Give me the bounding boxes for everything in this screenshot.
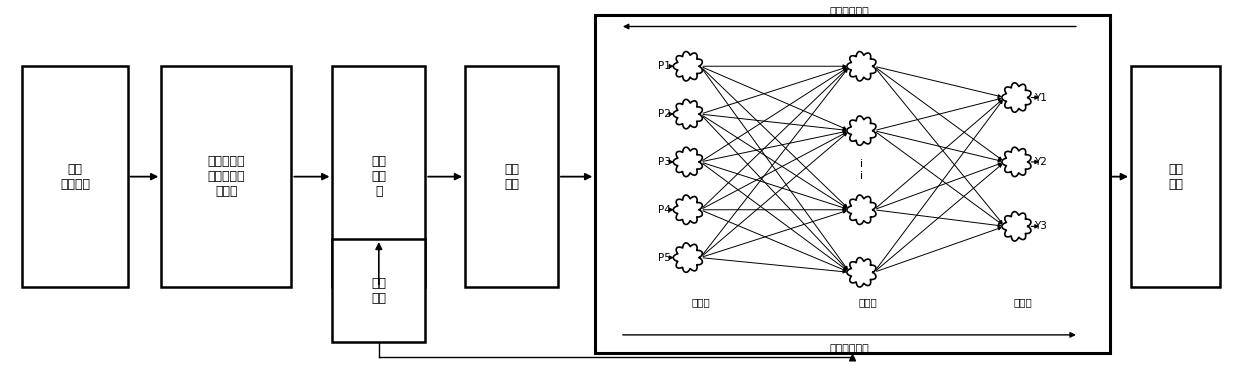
Bar [332, 239, 425, 342]
Text: P4: P4 [657, 205, 671, 215]
Polygon shape [1002, 147, 1030, 177]
Bar [1131, 66, 1220, 287]
Text: 输出层: 输出层 [1013, 297, 1033, 307]
Polygon shape [847, 116, 875, 145]
Text: Y3: Y3 [1034, 221, 1048, 231]
Text: 输入层: 输入层 [691, 297, 711, 307]
Text: 训练
样本: 训练 样本 [503, 163, 520, 191]
Polygon shape [847, 195, 875, 224]
Text: P2: P2 [657, 109, 671, 119]
Text: 信息正向传播: 信息正向传播 [830, 344, 869, 354]
Text: 测试
样本: 测试 样本 [371, 277, 387, 305]
Bar [465, 66, 558, 287]
Polygon shape [673, 195, 702, 224]
Text: i
i: i i [861, 159, 863, 181]
Polygon shape [1002, 212, 1030, 241]
Text: P1: P1 [657, 61, 671, 71]
Text: 误差反向传播: 误差反向传播 [830, 7, 869, 17]
Text: Y2: Y2 [1034, 157, 1048, 167]
Polygon shape [673, 99, 702, 129]
Bar [22, 66, 128, 287]
Polygon shape [673, 52, 702, 81]
Text: 采集
输入信号: 采集 输入信号 [60, 163, 91, 191]
Text: 判断
故障: 判断 故障 [1168, 163, 1183, 191]
Polygon shape [847, 52, 875, 81]
Text: P3: P3 [657, 157, 671, 167]
Text: P5: P5 [657, 252, 671, 263]
Text: 隐藏层: 隐藏层 [858, 297, 878, 307]
Bar [332, 66, 425, 287]
Text: 采集特征信
号和提取特
征参数: 采集特征信 号和提取特 征参数 [207, 155, 246, 198]
Bar [595, 15, 1110, 353]
Polygon shape [847, 258, 875, 287]
Bar [161, 66, 291, 287]
Polygon shape [673, 147, 702, 177]
Text: Y1: Y1 [1034, 92, 1048, 103]
Text: 归一
化处
理: 归一 化处 理 [371, 155, 387, 198]
Polygon shape [673, 243, 702, 272]
Polygon shape [1002, 83, 1030, 112]
